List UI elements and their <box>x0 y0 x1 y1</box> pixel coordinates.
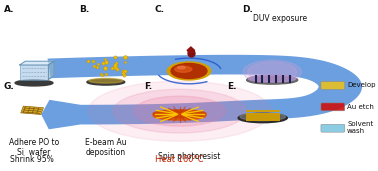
Ellipse shape <box>87 79 125 85</box>
Ellipse shape <box>88 81 271 141</box>
Text: E.: E. <box>227 82 236 91</box>
Ellipse shape <box>134 96 225 126</box>
Polygon shape <box>41 55 362 129</box>
Ellipse shape <box>238 113 287 123</box>
Polygon shape <box>48 61 54 80</box>
Text: DUV exposure: DUV exposure <box>253 14 307 23</box>
FancyBboxPatch shape <box>321 82 345 89</box>
Ellipse shape <box>243 60 301 83</box>
Ellipse shape <box>113 89 246 133</box>
FancyBboxPatch shape <box>20 65 48 80</box>
Ellipse shape <box>178 66 185 69</box>
Ellipse shape <box>167 62 211 80</box>
Text: B.: B. <box>79 5 90 14</box>
Text: G.: G. <box>4 82 14 91</box>
FancyBboxPatch shape <box>321 103 345 111</box>
Polygon shape <box>187 47 195 53</box>
Text: Shrink 95%: Shrink 95% <box>10 155 54 164</box>
Text: Solvent
wash: Solvent wash <box>347 121 373 134</box>
Text: Spin photoresist: Spin photoresist <box>158 152 220 161</box>
FancyBboxPatch shape <box>21 106 43 114</box>
Text: C.: C. <box>155 5 165 14</box>
Text: Adhere PO to
Si  wafer: Adhere PO to Si wafer <box>9 138 59 157</box>
Ellipse shape <box>15 80 53 86</box>
Ellipse shape <box>89 78 123 83</box>
Ellipse shape <box>153 110 206 118</box>
Text: Au etch: Au etch <box>347 103 374 110</box>
Ellipse shape <box>153 111 206 120</box>
Text: Heat 160°C: Heat 160°C <box>155 155 204 164</box>
Text: E-beam Au
deposition: E-beam Au deposition <box>85 138 127 157</box>
Ellipse shape <box>248 75 296 82</box>
Text: F.: F. <box>144 82 152 91</box>
Ellipse shape <box>175 66 192 72</box>
Text: Develop: Develop <box>347 82 375 88</box>
Text: A.: A. <box>4 5 14 14</box>
Ellipse shape <box>171 63 207 78</box>
Polygon shape <box>20 61 54 65</box>
Text: D.: D. <box>242 5 253 14</box>
Ellipse shape <box>246 76 297 84</box>
FancyBboxPatch shape <box>321 124 345 132</box>
Ellipse shape <box>240 113 285 121</box>
Ellipse shape <box>248 62 297 81</box>
